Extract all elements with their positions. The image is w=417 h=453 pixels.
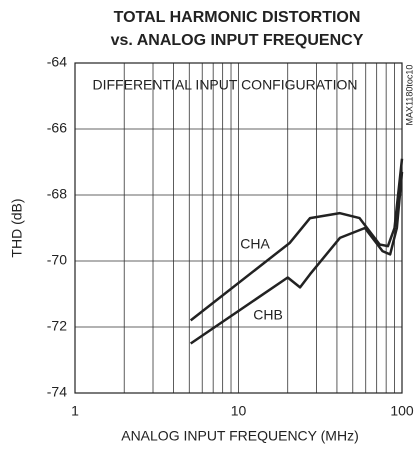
line	[189, 158, 404, 322]
y-tick-label: -68	[47, 186, 67, 202]
y-tick-label: -74	[47, 384, 67, 400]
x-tick-label: 10	[231, 403, 247, 419]
line	[189, 171, 404, 345]
chart-title: vs. ANALOG INPUT FREQUENCY	[111, 32, 364, 49]
plot-frame	[74, 62, 403, 394]
x-tick-label: 100	[390, 403, 414, 419]
x-axis-label: ANALOG INPUT FREQUENCY (MHz)	[121, 428, 359, 444]
y-axis-label: THD (dB)	[9, 198, 25, 257]
annotation-bg	[89, 76, 361, 93]
side-label: MAX1180toc10	[404, 65, 414, 126]
series-label: CHB	[253, 307, 283, 323]
chart-title: TOTAL HARMONIC DISTORTION	[114, 9, 361, 26]
y-tick-label: -70	[47, 252, 67, 268]
series-label: CHA	[240, 236, 270, 252]
y-tick-label: -64	[47, 54, 67, 70]
y-tick-label: -72	[47, 318, 67, 334]
x-tick-label: 1	[71, 403, 79, 419]
y-tick-label: -66	[47, 120, 67, 136]
annotation: DIFFERENTIAL INPUT CONFIGURATION	[93, 77, 358, 93]
